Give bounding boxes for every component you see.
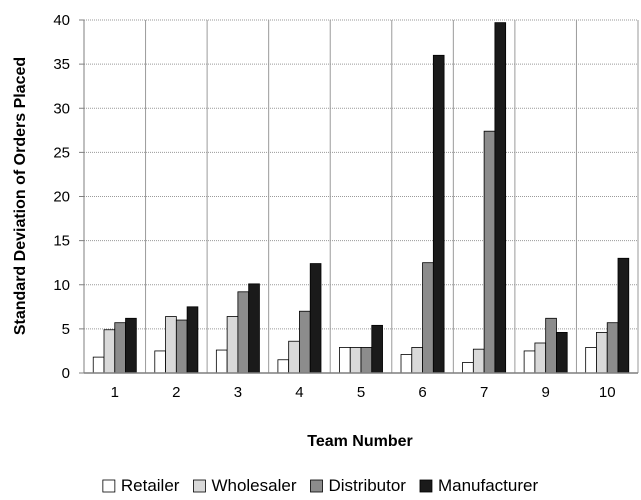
bar-distributor-team-9 <box>545 317 557 374</box>
bar-distributor-team-3 <box>237 291 250 374</box>
bar-retailer-team-1 <box>92 356 105 374</box>
bar-retailer-team-5 <box>339 347 351 374</box>
bar-manufacturer-team-5 <box>371 324 383 374</box>
bar-retailer-team-7 <box>462 362 474 374</box>
y-tick-label: 40 <box>53 12 70 29</box>
bar-manufacturer-team-3 <box>248 283 260 374</box>
bar-distributor-team-5 <box>360 347 373 374</box>
bar-distributor-team-4 <box>299 310 311 374</box>
bar-retailer-team-9 <box>523 350 536 374</box>
bar-retailer-team-10 <box>585 347 597 374</box>
legend-swatch-manufacturer <box>419 479 433 493</box>
y-tick-label: 5 <box>62 321 70 338</box>
bar-manufacturer-team-1 <box>125 317 137 374</box>
bar-wholesaler-team-1 <box>103 329 116 374</box>
x-tick-label: 2 <box>172 384 180 401</box>
x-tick-label: 9 <box>541 384 549 401</box>
x-tick-label: 4 <box>295 384 303 401</box>
x-tick-label: 3 <box>234 384 242 401</box>
y-tick-label: 25 <box>53 144 70 161</box>
legend-label-distributor: Distributor <box>329 476 407 495</box>
x-axis-title: Team Number <box>307 433 413 450</box>
bar-manufacturer-team-4 <box>309 263 322 374</box>
bar-wholesaler-team-3 <box>226 316 239 374</box>
legend-label-retailer: Retailer <box>121 476 180 495</box>
bar-distributor-team-10 <box>606 322 619 374</box>
y-tick-label: 30 <box>53 100 70 117</box>
legend-swatch-retailer <box>102 479 116 493</box>
y-tick-label: 35 <box>53 56 70 73</box>
bar-manufacturer-team-2 <box>186 306 199 374</box>
x-tick-label: 5 <box>357 384 365 401</box>
x-tick-label: 7 <box>480 384 488 401</box>
bar-retailer-team-4 <box>277 359 290 374</box>
y-tick-label: 20 <box>53 189 70 206</box>
x-tick-label: 6 <box>418 384 426 401</box>
legend-swatch-wholesaler <box>193 479 206 493</box>
x-tick-label: 1 <box>111 384 119 401</box>
bar-distributor-team-6 <box>422 262 434 374</box>
legend: Retailer Wholesaler Distributor Manufacture… <box>102 476 538 495</box>
x-tick-label: 10 <box>599 384 616 401</box>
legend-label-manufacturer: Manufacturer <box>438 476 538 495</box>
legend-label-wholesaler: Wholesaler <box>211 476 296 495</box>
bar-wholesaler-team-5 <box>349 347 362 374</box>
bar-wholesaler-team-7 <box>472 348 485 374</box>
bar-distributor-team-1 <box>114 322 126 374</box>
bar-wholesaler-team-2 <box>165 316 177 374</box>
axes <box>79 19 638 374</box>
bar-manufacturer-team-10 <box>617 257 630 374</box>
y-axis-title: Standard Deviation of Orders Placed <box>12 57 29 335</box>
bar-wholesaler-team-6 <box>411 347 423 374</box>
bar-distributor-team-7 <box>483 130 496 374</box>
bar-manufacturer-team-9 <box>556 332 568 374</box>
bar-retailer-team-6 <box>400 354 413 374</box>
bar-wholesaler-team-4 <box>288 340 300 374</box>
x-tick-labels: 1 2 3 4 5 6 7 9 10 <box>111 384 616 401</box>
bar-wholesaler-team-10 <box>596 332 608 374</box>
y-tick-label: 0 <box>62 365 70 382</box>
bars <box>92 22 630 374</box>
legend-swatch-distributor <box>310 479 323 493</box>
bar-retailer-team-2 <box>154 350 166 374</box>
bar-wholesaler-team-9 <box>534 342 547 374</box>
y-tick-labels: 0 5 10 15 20 25 30 35 40 <box>53 12 70 382</box>
bar-manufacturer-team-7 <box>494 22 507 374</box>
y-tick-label: 10 <box>53 277 70 294</box>
bar-retailer-team-3 <box>215 349 228 374</box>
bar-manufacturer-team-6 <box>432 54 445 374</box>
y-tick-label: 15 <box>53 233 70 250</box>
bar-distributor-team-2 <box>175 319 188 374</box>
gridlines <box>83 19 639 373</box>
